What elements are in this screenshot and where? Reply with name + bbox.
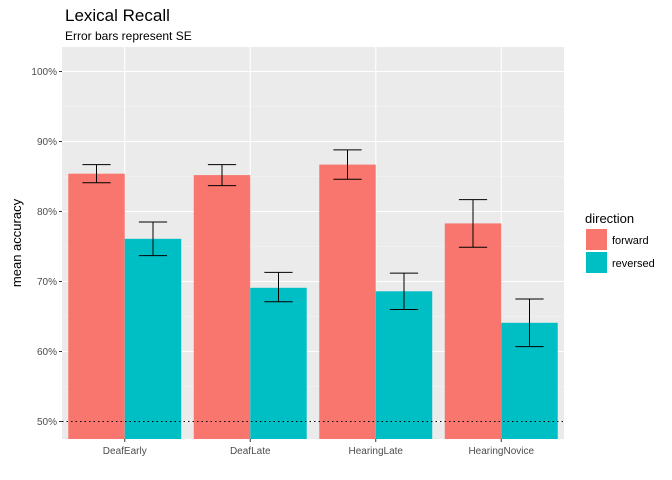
bar-forward-DeafLate [193,175,251,439]
legend-label-forward: forward [612,235,649,247]
bar-forward-HearingNovice [444,223,502,439]
chart-subtitle: Error bars represent SE [65,29,192,43]
x-tick-label: DeafLate [230,446,271,457]
y-tick-label: 70% [37,277,57,288]
bar-forward-DeafEarly [68,173,125,439]
legend-key-forward [586,229,607,250]
bar-reversed-DeafLate [250,287,307,439]
y-axis: 50% 60% 70% 80% 90% 100% [31,67,62,428]
y-tick-label: 80% [37,207,57,218]
bars [68,164,558,439]
legend-label-reversed: reversed [612,258,655,270]
legend-key-reversed [586,252,607,273]
y-tick-label: 60% [37,347,57,358]
legend-title: direction [585,211,634,226]
x-tick-label: HearingLate [349,446,404,457]
chart-title: Lexical Recall [65,6,170,25]
y-tick-label: 90% [37,137,57,148]
x-tick-label: HearingNovice [468,446,534,457]
x-axis: DeafEarly DeafLate HearingLate HearingNovic… [103,439,534,457]
bar-reversed-DeafEarly [124,238,182,439]
bar-forward-HearingLate [319,164,376,439]
bar-reversed-HearingLate [375,291,433,439]
y-axis-title: mean accuracy [9,198,24,287]
y-tick-label: 50% [37,417,57,428]
legend: direction forward reversed [585,211,655,273]
x-tick-label: DeafEarly [103,446,147,457]
y-tick-label: 100% [31,67,57,78]
error-bars [82,149,544,348]
